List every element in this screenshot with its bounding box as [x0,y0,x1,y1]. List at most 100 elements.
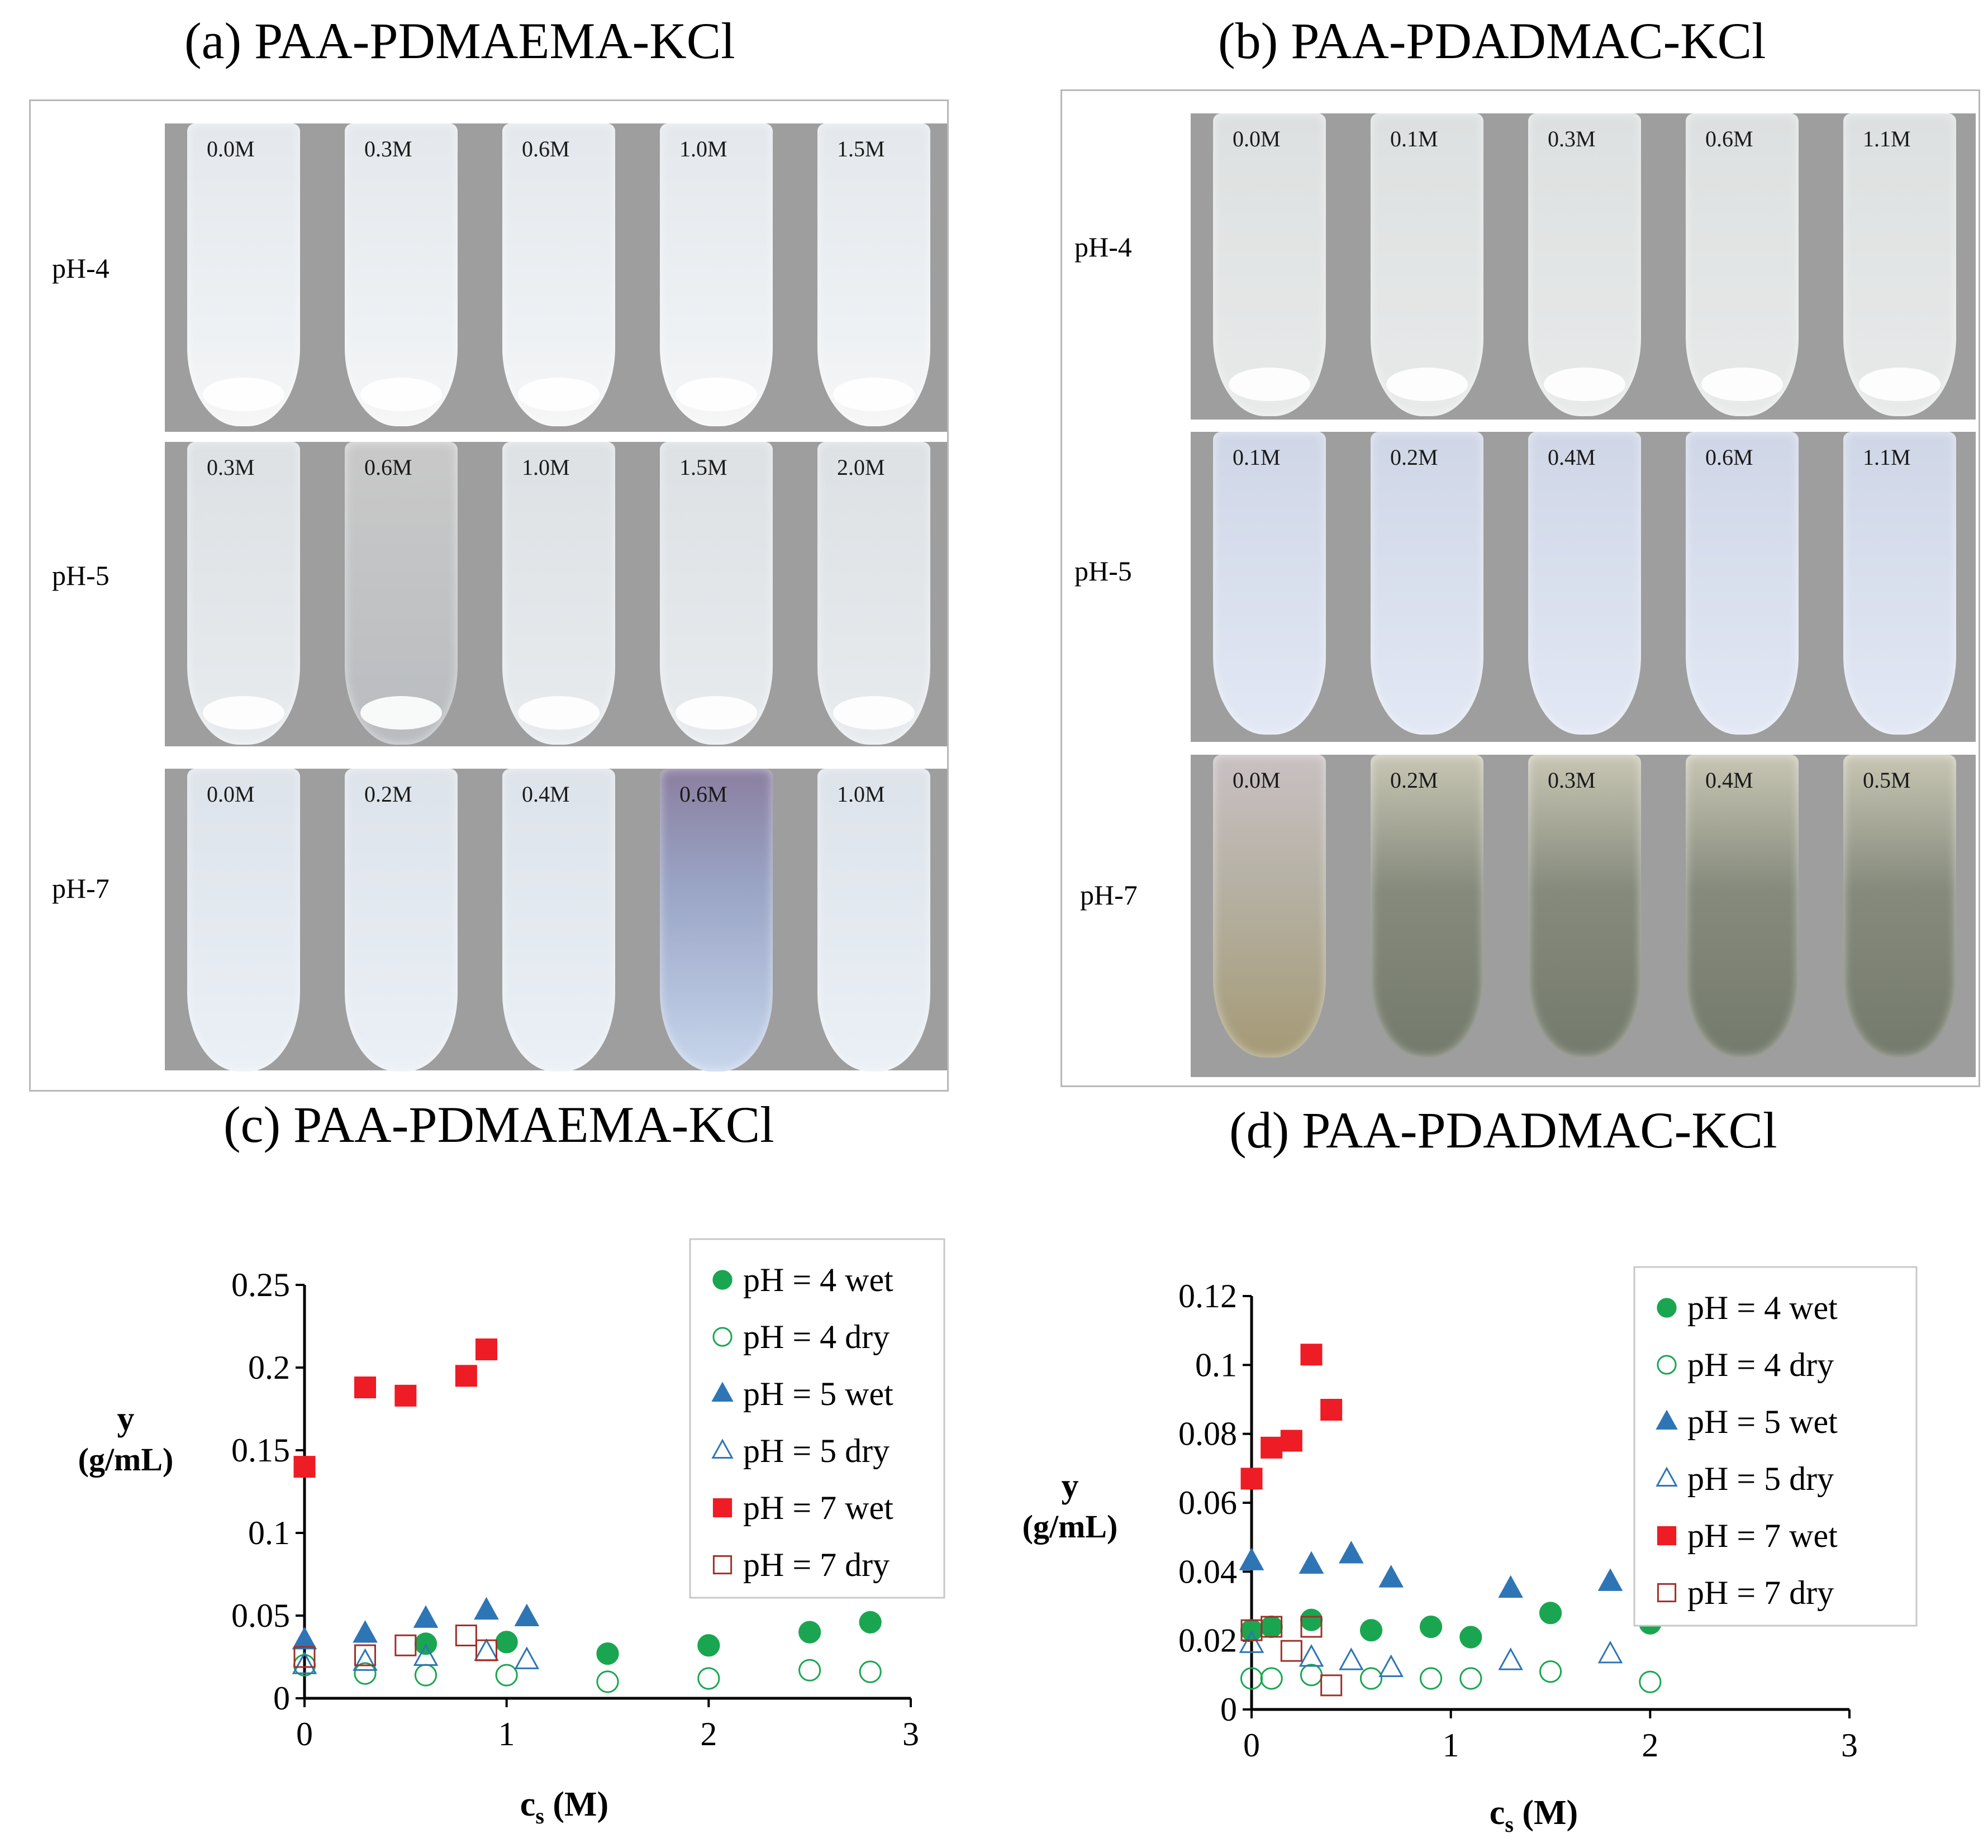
data-point [1260,1667,1283,1690]
data-point [455,1625,477,1647]
precipitate-pellet [1229,368,1310,401]
data-point [1261,1616,1283,1638]
series-ph-5-dry [1239,1630,1623,1677]
row-label: pH-7 [1080,879,1138,911]
sample-tube [1213,113,1326,416]
data-point [1239,1547,1264,1570]
data-point [292,1626,317,1650]
legend-marker [1657,1583,1677,1603]
panel-b-title: (b) PAA-PDADMAC-KCl [1218,12,1766,69]
salt-concentration-label: 0.3M [207,455,255,480]
salt-concentration-label: 0.1M [1390,126,1438,151]
data-point [353,1620,378,1643]
panel-b-photo-frame: pH-4 pH-5 pH-7 0.0M 0.1M 0.3M 0.6M 1.1M 0.1M 0… [1060,89,1980,1087]
data-point [292,1651,317,1674]
panel-a-photo-frame: pH-4 pH-5 pH-7 0.0M 0.3M 0.6M 1.0M 1.5M 0.3M 0… [29,99,949,1092]
data-point [1300,1664,1323,1687]
data-point [1597,1640,1623,1664]
sample-tube [1528,113,1641,416]
sample-tube [660,442,773,745]
sample-tube [345,442,458,745]
panel-c-title: (c) PAA-PDMAEMA-KCl [223,1096,774,1153]
precipitate-pellet [833,378,915,411]
legend-entry: pH = 5 dry [1687,1460,1834,1497]
legend-marker [1656,1466,1678,1487]
legend-marker [711,1439,734,1459]
data-point [1459,1626,1482,1649]
precipitate-pellet [518,696,600,730]
legend-marker [711,1382,734,1402]
data-point [596,1642,619,1665]
salt-concentration-label: 1.0M [679,136,727,161]
sample-tube [187,123,300,426]
legend-entry: pH = 7 wet [1687,1517,1838,1554]
y-tick-label: 0.2 [248,1349,290,1386]
series-ph-4-dry [293,1654,882,1693]
chart-c: 0 0.05 0.1 0.15 0.2 0.25 0 1 2 3 y(g/mL) cs (M) pH =… [78,1238,945,1828]
legend-marker [1656,1409,1678,1430]
data-point [455,1365,477,1387]
data-point [1539,1660,1562,1683]
legend-box [689,1238,945,1599]
legend-marker [712,1327,733,1347]
sample-tube [1686,113,1799,416]
data-point [1539,1602,1562,1625]
data-point [1240,1619,1263,1642]
y-tick-label: 0.06 [1178,1484,1237,1521]
data-point [1419,1667,1443,1690]
x-tick-label: 3 [1841,1727,1858,1764]
data-point [413,1643,439,1666]
x-tick-label: 2 [700,1716,717,1752]
data-point [798,1621,821,1644]
data-point [1498,1575,1524,1598]
salt-concentration-label: 0.3M [1548,768,1596,793]
data-point [859,1660,882,1683]
sample-tube [660,123,773,426]
y-tick-label: 0 [273,1680,290,1717]
legend-entry: pH = 5 wet [743,1375,893,1412]
salt-concentration-label: 0.2M [364,782,412,807]
x-tick-label: 1 [1443,1727,1459,1764]
data-point [474,1638,499,1661]
data-point [413,1605,439,1628]
data-point [1378,1565,1404,1588]
salt-concentration-label: 0.6M [522,136,570,161]
row-label: pH-4 [1074,231,1132,263]
data-point [1338,1541,1364,1564]
sample-tube [1213,432,1326,735]
precipitate-pellet [1544,368,1625,401]
chart-d: 0 0.02 0.04 0.06 0.08 0.1 0.12 0 1 2 3 y(g/mL) cs (M… [1022,1266,1918,1837]
data-point [414,1664,437,1687]
data-point [1300,1344,1323,1366]
sample-tube [1371,432,1483,735]
x-tick-label: 2 [1642,1727,1658,1764]
x-axis-label: cs (M) [1490,1794,1578,1837]
data-point [1280,1430,1302,1452]
data-point [293,1456,316,1478]
row-label: pH-5 [52,560,110,591]
legend-entry: pH = 4 dry [743,1318,890,1355]
precipitate-pellet [676,378,757,411]
sample-tube [1528,432,1641,735]
panel-d-title: (d) PAA-PDADMAC-KCl [1229,1102,1777,1159]
data-point [1459,1667,1482,1690]
data-point [1299,1644,1324,1667]
data-point [1300,1608,1323,1631]
data-point [596,1670,619,1693]
sample-tube [1686,432,1799,735]
salt-concentration-label: 0.4M [1548,445,1596,470]
data-point [697,1667,720,1690]
precipitate-pellet [360,378,442,411]
salt-concentration-label: 0.6M [679,782,727,807]
series-ph-4-wet [1240,1602,1662,1649]
sample-tube [1843,113,1956,416]
legend-entry: pH = 7 dry [743,1546,890,1583]
data-point [1261,1436,1283,1459]
sample-tube [1371,113,1483,416]
data-point [514,1646,540,1669]
data-point [697,1634,720,1657]
data-point [1419,1615,1443,1639]
sample-tube [1213,755,1326,1058]
series-ph-7-dry [1240,1616,1343,1697]
x-tick-label: 0 [296,1716,313,1752]
